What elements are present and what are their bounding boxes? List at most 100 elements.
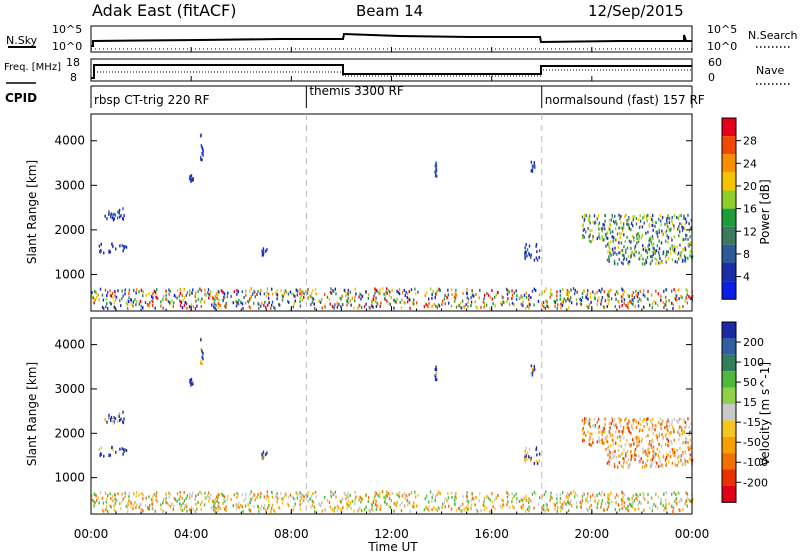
power-echo-cell	[217, 293, 219, 297]
velocity-echo-cell	[676, 502, 678, 506]
velocity-echo-cell	[606, 496, 609, 500]
velocity-echo-cell	[410, 491, 413, 495]
power-echo-cell	[594, 292, 596, 296]
velocity-echo-cell	[607, 500, 609, 504]
power-echo-cell	[253, 301, 255, 305]
power-echo-cell	[214, 298, 216, 302]
velocity-echo-cell	[652, 449, 654, 453]
velocity-echo-cell	[460, 509, 462, 513]
velocity-echo-cell	[525, 454, 527, 458]
velocity-echo-cell	[102, 501, 105, 505]
colorbar-tick-label: 16	[743, 203, 757, 216]
velocity-echo-cell	[651, 438, 654, 442]
velocity-echo-cell	[575, 501, 578, 505]
velocity-echo-cell	[679, 425, 681, 429]
velocity-echo-cell	[455, 508, 458, 512]
power-echo-cell	[315, 292, 317, 296]
power-echo-cell	[206, 291, 209, 295]
velocity-echo-cell	[639, 423, 642, 427]
power-echo-cell	[667, 250, 669, 254]
velocity-echo-cell	[310, 506, 312, 510]
power-echo-cell	[677, 257, 680, 261]
power-echo-cell	[619, 217, 621, 221]
power-echo-cell	[648, 247, 651, 251]
power-echo-cell	[668, 217, 671, 221]
power-echo-cell	[648, 239, 650, 243]
velocity-echo-cell	[167, 503, 170, 507]
velocity-echo-cell	[189, 378, 191, 382]
power-echo-cell	[601, 235, 603, 239]
power-echo-cell	[431, 304, 433, 308]
velocity-echo-cell	[223, 495, 226, 499]
power-echo-cell	[497, 290, 499, 294]
velocity-echo-cell	[299, 507, 302, 511]
power-echo-cell	[677, 217, 679, 221]
power-echo-cell	[610, 297, 613, 301]
velocity-echo-cell	[556, 509, 559, 513]
velocity-echo-cell	[640, 457, 642, 461]
power-echo-cell	[602, 223, 604, 227]
power-echo-cell	[214, 294, 216, 298]
power-echo-cell	[677, 251, 680, 255]
velocity-echo-cell	[614, 454, 616, 458]
power-echo-cell	[601, 238, 604, 242]
velocity-echo-cell	[220, 492, 223, 496]
velocity-echo-cell	[628, 463, 631, 467]
power-echo-cell	[682, 258, 684, 262]
power-echo-cell	[360, 297, 362, 301]
power-echo-cell	[633, 214, 635, 218]
power-echo-cell	[480, 306, 482, 310]
power-echo-cell	[336, 301, 338, 305]
velocity-echo-cell	[200, 338, 202, 342]
power-echo-cell	[605, 244, 607, 248]
power-echo-cell	[589, 233, 591, 237]
power-echo-cell	[559, 293, 562, 297]
power-echo-cell	[426, 304, 429, 308]
velocity-echo-cell	[611, 450, 614, 454]
power-echo-cell	[673, 244, 676, 248]
velocity-echo-cell	[461, 502, 464, 506]
power-echo-cell	[266, 291, 268, 295]
velocity-echo-cell	[627, 497, 629, 501]
velocity-echo-cell	[245, 496, 247, 500]
velocity-echo-cell	[684, 451, 687, 455]
velocity-echo-cell	[647, 450, 650, 454]
velocity-echo-cell	[263, 495, 266, 499]
velocity-echo-cell	[114, 501, 117, 505]
velocity-echo-cell	[642, 496, 645, 500]
power-echo-cell	[638, 239, 640, 243]
power-echo-cell	[687, 213, 689, 217]
velocity-echo-cell	[638, 436, 640, 440]
power-echo-cell	[213, 302, 216, 306]
velocity-echo-cell	[630, 443, 632, 447]
velocity-echo-cell	[618, 435, 621, 439]
power-echo-cell	[204, 288, 206, 292]
power-echo-cell	[596, 237, 598, 241]
power-echo-cell	[676, 260, 678, 264]
power-echo-cell	[236, 292, 238, 296]
power-echo-cell	[201, 145, 203, 149]
power-echo-cell	[428, 301, 430, 305]
power-echo-cell	[406, 300, 409, 304]
velocity-echo-cell	[682, 430, 685, 434]
velocity-echo-cell	[414, 495, 417, 499]
velocity-echo-cell	[630, 454, 633, 458]
power-echo-cell	[537, 299, 540, 303]
velocity-echo-cell	[612, 439, 615, 443]
velocity-echo-cell	[673, 491, 675, 495]
nsky-strip: N.Sky 10^5 10^0 10^5 10^0 N.Search	[6, 23, 798, 53]
velocity-echo-cell	[524, 459, 526, 463]
power-echo-cell	[127, 299, 129, 303]
power-echo-cell	[329, 302, 331, 306]
velocity-echo-cell	[354, 502, 356, 506]
power-echo-cell	[597, 223, 600, 227]
velocity-echo-cell	[598, 499, 600, 503]
velocity-echo-cell	[542, 504, 545, 508]
velocity-echo-cell	[109, 492, 111, 496]
velocity-echo-cell	[505, 490, 508, 494]
velocity-echo-cell	[678, 500, 680, 504]
power-echo-cell	[227, 291, 229, 295]
velocity-echo-cell	[626, 508, 629, 512]
power-echo-cell	[114, 298, 117, 302]
velocity-echo-cell	[631, 438, 634, 442]
